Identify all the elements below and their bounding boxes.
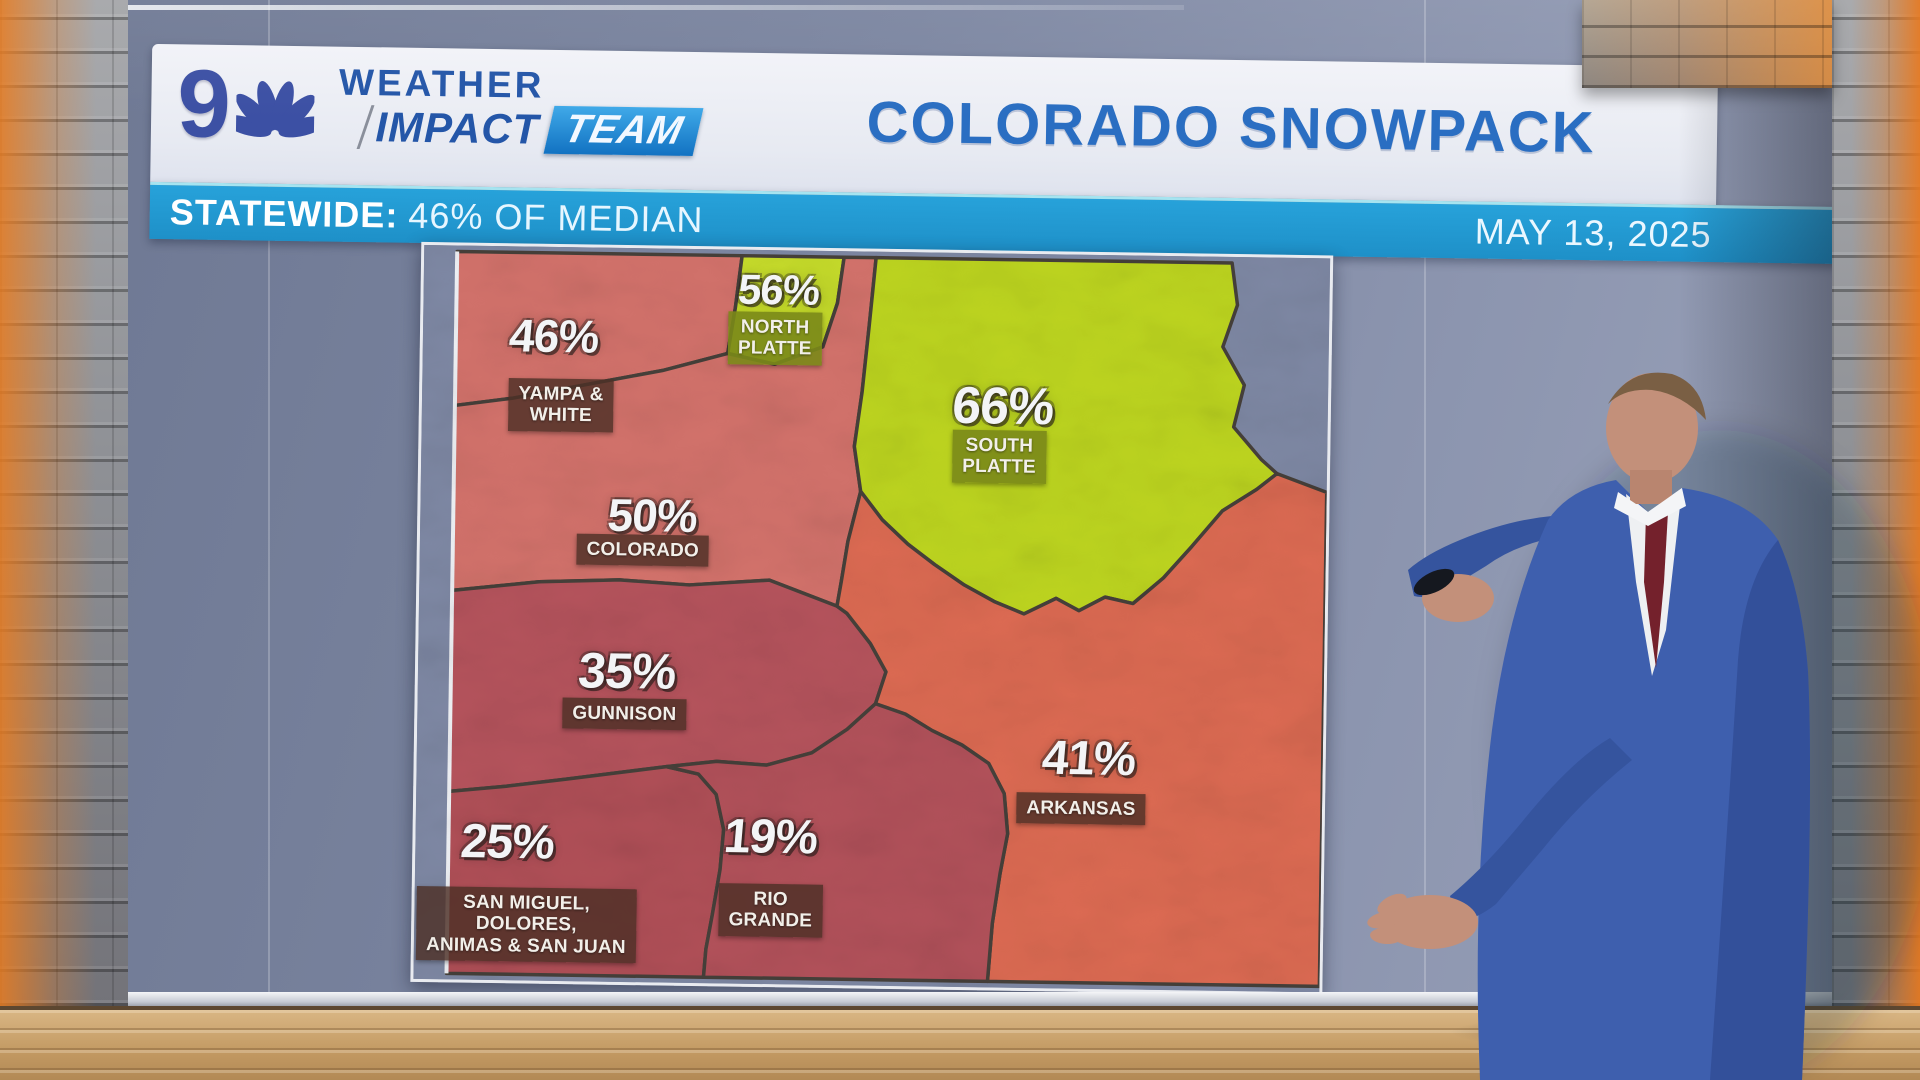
- graphic-header: 9 WEATHER: [149, 43, 1842, 264]
- presenter-finger: [1367, 911, 1401, 929]
- presenter-clicker: [1413, 568, 1455, 596]
- video-wall-frame-top: [128, 5, 1185, 10]
- region-value-arkansas: 41%: [1039, 731, 1138, 787]
- region-value-north-platte: 56%: [736, 265, 822, 314]
- region-value-south-platte: 66%: [949, 376, 1056, 437]
- region-label-colorado: COLORADO: [576, 533, 710, 567]
- date-label: MAY 13, 2025: [1474, 210, 1712, 256]
- weather-label: WEATHER: [338, 61, 545, 106]
- region-label-rio-grande: RIO GRANDE: [718, 883, 823, 938]
- video-wall-seam: [268, 0, 270, 1006]
- presenter-arm-gesturing: [1450, 738, 1632, 922]
- region-label-san-miguel: SAN MIGUEL, DOLORES, ANIMAS & SAN JUAN: [415, 886, 637, 964]
- graphic-title: COLORADO SNOWPACK: [866, 89, 1597, 166]
- presenter-tie: [1644, 512, 1668, 668]
- channel-9-logo: 9: [176, 50, 228, 159]
- stone-wall-top-right: [1582, 0, 1832, 88]
- video-wall-seam: [1424, 0, 1426, 1006]
- region-label-yampa-white: YAMPA & WHITE: [507, 377, 614, 433]
- header-white-bar: 9 WEATHER: [150, 43, 1719, 206]
- region-value-gunnison: 35%: [576, 642, 678, 700]
- presenter-neck: [1630, 470, 1672, 504]
- presenter-hair: [1608, 372, 1706, 420]
- presenter-head: [1606, 373, 1698, 483]
- statewide-value: 46% OF MEDIAN: [408, 194, 704, 241]
- presenter-suit-shading: [1710, 540, 1810, 1080]
- region-label-arkansas: ARKANSAS: [1016, 792, 1146, 826]
- broadcast-graphic: 9 WEATHER: [114, 0, 1841, 1031]
- region-label-north-platte: NORTH PLATTE: [727, 311, 823, 366]
- region-value-yampa-white: 46%: [507, 309, 601, 363]
- slash-divider-icon: [356, 104, 375, 149]
- statewide-label: STATEWIDE:: [169, 191, 399, 236]
- video-wall: 9 WEATHER: [128, 0, 1841, 1006]
- impact-label: IMPACT: [375, 102, 540, 153]
- presenter-collar: [1614, 488, 1686, 526]
- region-value-san-miguel: 25%: [458, 815, 557, 870]
- presenter-finger: [1377, 893, 1407, 915]
- region-label-south-platte: SOUTH PLATTE: [951, 429, 1047, 484]
- station-logo: 9 WEATHER: [176, 50, 705, 160]
- presenter-hand-open: [1382, 895, 1478, 949]
- team-badge: TEAM: [543, 105, 705, 156]
- weather-impact-team-wordmark: WEATHER IMPACT TEAM: [338, 61, 705, 156]
- presenter-finger: [1370, 927, 1402, 945]
- stone-wall-left: [0, 0, 128, 1006]
- region-value-rio-grande: 19%: [721, 810, 820, 865]
- region-label-gunnison: GUNNISON: [562, 697, 687, 731]
- presenter: [1367, 372, 1920, 1080]
- video-wall-frame-bottom: [128, 992, 1832, 1006]
- snowpack-map: 46% YAMPA & WHITE 56% NORTH PLATTE 66% SOUTH …: [410, 241, 1334, 996]
- nbc-peacock-icon: [236, 80, 316, 138]
